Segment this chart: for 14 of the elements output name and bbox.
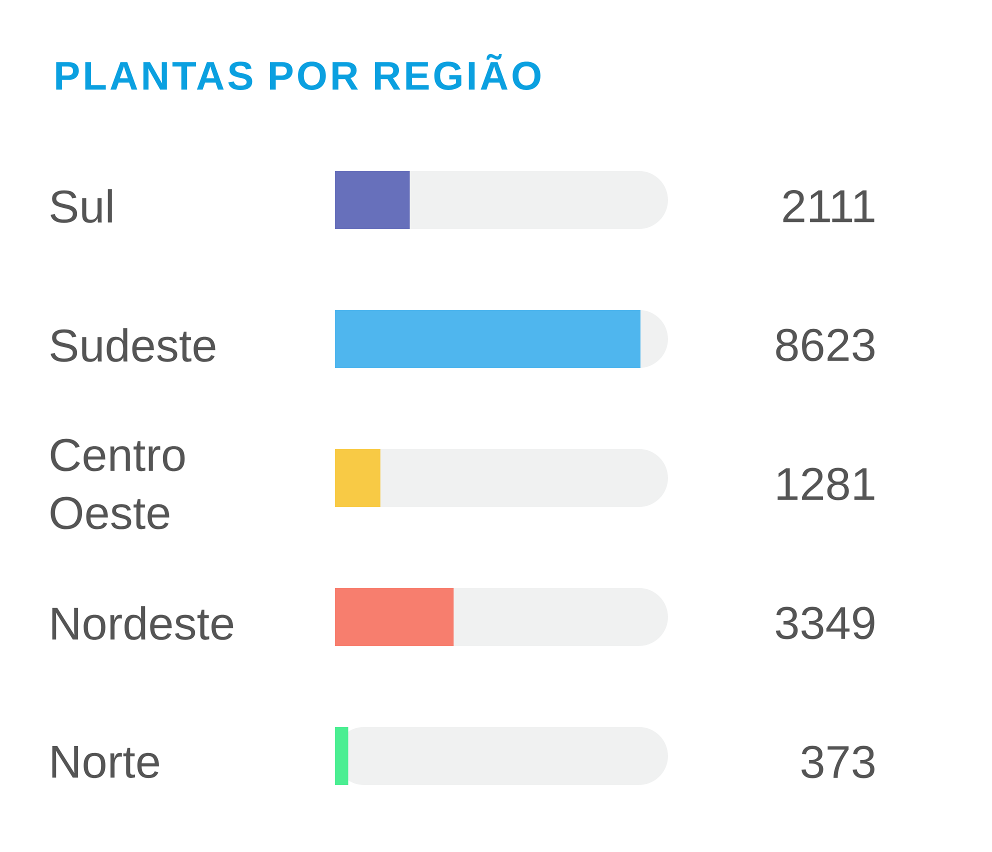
bar <box>335 727 348 785</box>
y-tick-label: Sudeste <box>50 328 216 362</box>
chart-title: PLANTAS POR REGIÃO <box>56 54 540 90</box>
data-label: 1281 <box>778 468 874 500</box>
y-tick-label: Sul <box>50 189 112 223</box>
bar <box>335 449 380 507</box>
y-tick-label: Norte <box>52 746 159 778</box>
y-tick-label: Centro Oeste <box>50 438 185 530</box>
data-label: 373 <box>801 746 874 778</box>
data-label: 3349 <box>776 606 874 640</box>
data-label: 8623 <box>776 328 874 362</box>
bar <box>335 171 410 229</box>
data-label: 2111 <box>783 190 874 222</box>
y-tick-label: Nordeste <box>52 606 234 640</box>
